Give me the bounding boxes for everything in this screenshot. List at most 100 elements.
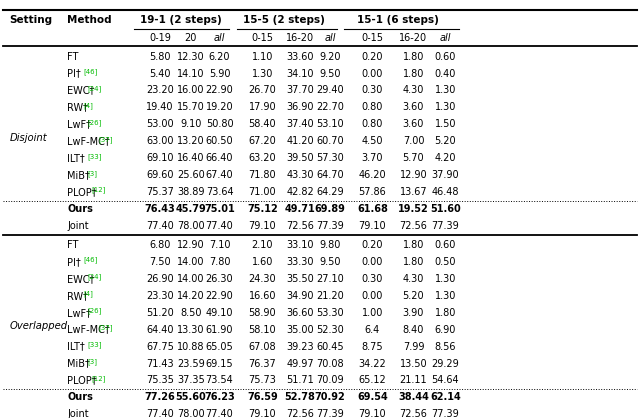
Text: 15-5 (2 steps): 15-5 (2 steps) — [243, 15, 324, 25]
Text: 53.00: 53.00 — [146, 120, 174, 129]
Text: 4.50: 4.50 — [362, 136, 383, 146]
Text: FT: FT — [67, 51, 79, 61]
Text: 0.80: 0.80 — [362, 102, 383, 112]
Text: Joint: Joint — [67, 409, 89, 418]
Text: 66.40: 66.40 — [206, 153, 233, 163]
Text: 1.80: 1.80 — [403, 240, 424, 250]
Text: 65.05: 65.05 — [205, 342, 234, 352]
Text: all: all — [214, 33, 225, 43]
Text: 8.50: 8.50 — [180, 308, 202, 318]
Text: 0.60: 0.60 — [435, 240, 456, 250]
Text: 7.50: 7.50 — [149, 257, 171, 267]
Text: 37.90: 37.90 — [431, 170, 460, 180]
Text: 75.73: 75.73 — [248, 375, 276, 385]
Text: 53.30: 53.30 — [316, 308, 344, 318]
Text: EWC†: EWC† — [67, 274, 95, 284]
Text: 16-20: 16-20 — [286, 33, 314, 43]
Text: Method: Method — [67, 15, 112, 25]
Text: 67.08: 67.08 — [248, 342, 276, 352]
Text: 0.30: 0.30 — [362, 86, 383, 95]
Text: 73.54: 73.54 — [205, 375, 234, 385]
Text: 71.00: 71.00 — [248, 187, 276, 197]
Text: PLOP†: PLOP† — [67, 187, 97, 197]
Text: 62.14: 62.14 — [430, 393, 461, 403]
Text: 9.20: 9.20 — [319, 51, 341, 61]
Text: 79.10: 79.10 — [358, 221, 387, 231]
Text: 1.60: 1.60 — [252, 257, 273, 267]
Text: 67.20: 67.20 — [248, 136, 276, 146]
Text: 3.60: 3.60 — [403, 102, 424, 112]
Text: 38.89: 38.89 — [177, 187, 204, 197]
Text: 1.30: 1.30 — [252, 69, 273, 79]
Text: 55.60: 55.60 — [175, 393, 206, 403]
Text: 71.43: 71.43 — [146, 359, 174, 369]
Text: 77.40: 77.40 — [146, 409, 174, 418]
Text: 9.80: 9.80 — [319, 240, 341, 250]
Text: 54.64: 54.64 — [431, 375, 460, 385]
Text: 64.29: 64.29 — [316, 187, 344, 197]
Text: 77.39: 77.39 — [316, 409, 344, 418]
Text: 77.40: 77.40 — [205, 221, 234, 231]
Text: 6.80: 6.80 — [149, 240, 171, 250]
Text: 49.71: 49.71 — [285, 204, 316, 214]
Text: 0.20: 0.20 — [362, 51, 383, 61]
Text: [37]: [37] — [99, 324, 113, 331]
Text: 34.22: 34.22 — [358, 359, 387, 369]
Text: 5.40: 5.40 — [149, 69, 171, 79]
Text: PI†: PI† — [67, 257, 81, 267]
Text: Joint: Joint — [67, 221, 89, 231]
Text: 72.56: 72.56 — [286, 221, 314, 231]
Text: 71.80: 71.80 — [248, 170, 276, 180]
Text: 79.10: 79.10 — [248, 409, 276, 418]
Text: FT: FT — [67, 240, 79, 250]
Text: [4]: [4] — [83, 102, 93, 109]
Text: 61.90: 61.90 — [206, 325, 233, 335]
Text: 77.39: 77.39 — [316, 221, 344, 231]
Text: 58.10: 58.10 — [248, 325, 276, 335]
Text: [46]: [46] — [83, 68, 98, 75]
Text: 0-15: 0-15 — [252, 33, 273, 43]
Text: 0.00: 0.00 — [362, 69, 383, 79]
Text: Disjoint: Disjoint — [10, 133, 47, 143]
Text: 15-1 (6 steps): 15-1 (6 steps) — [356, 15, 438, 25]
Text: 5.90: 5.90 — [209, 69, 230, 79]
Text: 13.20: 13.20 — [177, 136, 205, 146]
Text: 8.56: 8.56 — [435, 342, 456, 352]
Text: 60.50: 60.50 — [205, 136, 234, 146]
Text: 45.79: 45.79 — [175, 204, 206, 214]
Text: 49.10: 49.10 — [206, 308, 233, 318]
Text: 79.10: 79.10 — [248, 221, 276, 231]
Text: 9.50: 9.50 — [319, 257, 341, 267]
Text: 67.75: 67.75 — [146, 342, 174, 352]
Text: 46.20: 46.20 — [358, 170, 387, 180]
Text: 64.40: 64.40 — [147, 325, 173, 335]
Text: 77.39: 77.39 — [431, 221, 460, 231]
Text: all: all — [324, 33, 336, 43]
Text: 75.12: 75.12 — [247, 204, 278, 214]
Text: 6.4: 6.4 — [365, 325, 380, 335]
Text: 2.10: 2.10 — [252, 240, 273, 250]
Text: [12]: [12] — [91, 375, 105, 382]
Text: 37.70: 37.70 — [286, 86, 314, 95]
Text: 51.60: 51.60 — [430, 204, 461, 214]
Text: 3.90: 3.90 — [403, 308, 424, 318]
Text: 43.30: 43.30 — [287, 170, 314, 180]
Text: 13.50: 13.50 — [399, 359, 428, 369]
Text: 22.70: 22.70 — [316, 102, 344, 112]
Text: 3.60: 3.60 — [403, 120, 424, 129]
Text: Ours: Ours — [67, 393, 93, 403]
Text: 53.10: 53.10 — [316, 120, 344, 129]
Text: LwF-MC†: LwF-MC† — [67, 136, 110, 146]
Text: [33]: [33] — [87, 153, 102, 160]
Text: 5.70: 5.70 — [403, 153, 424, 163]
Text: 4.30: 4.30 — [403, 86, 424, 95]
Text: [26]: [26] — [87, 119, 102, 126]
Text: 36.90: 36.90 — [287, 102, 314, 112]
Text: MiB†: MiB† — [67, 359, 90, 369]
Text: 29.40: 29.40 — [316, 86, 344, 95]
Text: [24]: [24] — [87, 85, 101, 92]
Text: 69.60: 69.60 — [147, 170, 173, 180]
Text: 35.50: 35.50 — [286, 274, 314, 284]
Text: 23.59: 23.59 — [177, 359, 205, 369]
Text: 33.10: 33.10 — [287, 240, 314, 250]
